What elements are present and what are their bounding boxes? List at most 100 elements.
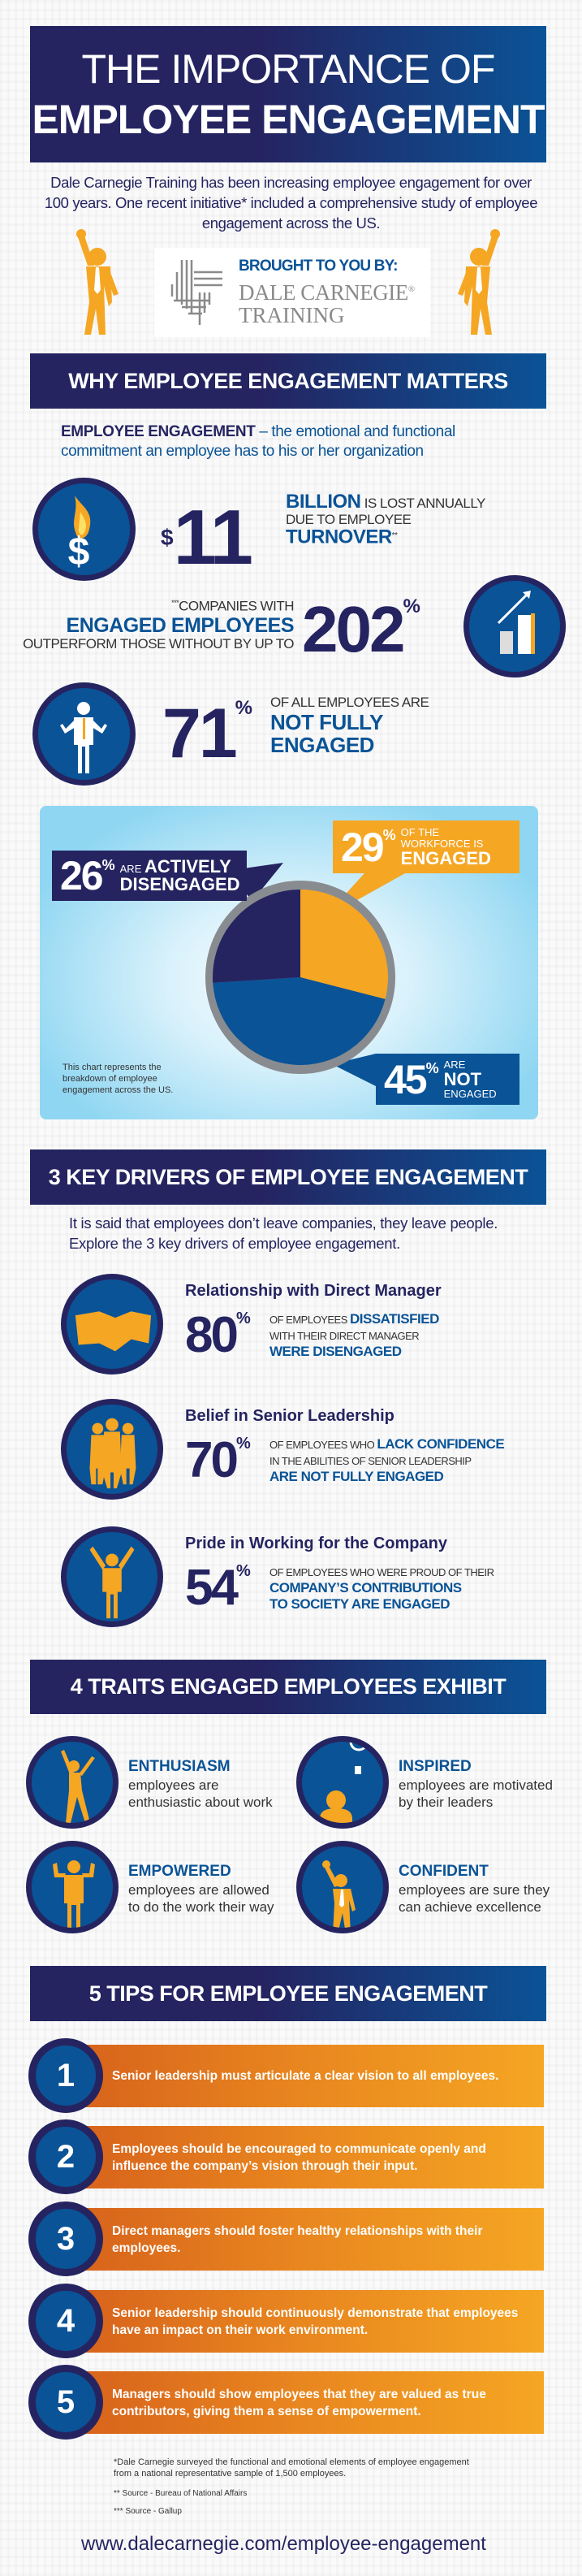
driver-line2: WITH THEIR DIRECT MANAGER: [269, 1330, 420, 1342]
logo-registered-mark: ®: [407, 284, 415, 294]
driver-line1-bold: LACK CONFIDENCE: [377, 1436, 505, 1452]
driver-text: OF EMPLOYEES DISSATISFIED WITH THEIR DIR…: [269, 1311, 537, 1360]
driver-icon-2: [61, 1399, 163, 1500]
burning-money-icon: $: [32, 478, 136, 581]
footnote-bna: ** Source - Bureau of National Affairs: [114, 2489, 248, 2498]
driver-number: 80: [185, 1307, 239, 1363]
disengaged-bold: ACTIVELY: [144, 856, 231, 877]
trait-icon-enthusiasm: [26, 1736, 119, 1829]
trait-description: employees are enthusiastic about work: [128, 1777, 273, 1810]
engaged-small2: WORKFORCE IS: [400, 837, 484, 850]
definition: EMPLOYEE ENGAGEMENT – the emotional and …: [61, 422, 524, 461]
outperform-percent: %: [403, 595, 420, 617]
trait-description: employees are allowed to do the work the…: [128, 1882, 274, 1915]
title-banner: THE IMPORTANCE OF EMPLOYEE ENGAGEMENT: [30, 26, 546, 162]
turnover-text: BILLION IS LOST ANNUALLY DUE TO EMPLOYEE…: [286, 492, 529, 548]
not-engaged-small2: ENGAGED: [443, 1087, 497, 1100]
why-heading: WHY EMPLOYEE ENGAGEMENT MATTERS: [68, 368, 508, 393]
not-engaged-line1: OF ALL EMPLOYEES ARE: [270, 695, 429, 710]
logo-name: DALE CARNEGIE: [239, 280, 408, 305]
trait-description: employees are sure they can achieve exce…: [399, 1882, 550, 1915]
tip-item: Direct managers should foster healthy re…: [85, 2208, 544, 2271]
label-not-engaged: 45% ARE NOT ENGAGED: [376, 1054, 519, 1105]
tip-item: Senior leadership must articulate a clea…: [85, 2045, 544, 2107]
tip-text: Managers should show employees that they…: [112, 2387, 486, 2418]
website-link[interactable]: www.dalecarnegie.com/employee-engagement: [81, 2533, 486, 2555]
pie-slice-engaged: [300, 890, 389, 999]
driver-line2-bold: COMPANY’S CONTRIBUTIONS: [269, 1580, 462, 1595]
trait-title: EMPOWERED: [128, 1863, 231, 1880]
tips-heading: 5 TIPS FOR EMPLOYEE ENGAGEMENT: [88, 1981, 488, 2006]
turnover-stat: $11: [161, 499, 253, 577]
tip-text: Employees should be encouraged to commun…: [112, 2141, 486, 2173]
not-engaged-number: 71: [162, 695, 238, 773]
driver-line1-bold: DISSATISFIED: [349, 1311, 439, 1327]
driver-stat: 80%: [185, 1310, 251, 1361]
driver-percent: %: [235, 1310, 251, 1327]
definition-text: – the emotional and functional commitmen…: [61, 423, 455, 460]
brought-by-label: BROUGHT TO YOU BY:: [239, 258, 398, 275]
outperform-number: 202: [302, 593, 405, 665]
turnover-currency: $: [161, 525, 174, 550]
title-line2: EMPLOYEE ENGAGEMENT: [32, 97, 545, 142]
tip-item: Managers should show employees that they…: [85, 2371, 544, 2434]
turnover-line2: DUE TO EMPLOYEE: [286, 512, 412, 527]
disengaged-small1: ARE: [119, 863, 142, 875]
driver-line2: IN THE ABILITIES OF SENIOR LEADERSHIP: [269, 1455, 472, 1467]
trait-description: employees are motivated by their leaders: [399, 1777, 553, 1810]
turnover-footnote-mark: **: [391, 531, 398, 540]
label-engaged: 29% OF THE WORKFORCE IS ENGAGED: [333, 820, 519, 873]
turnover-line1: IS LOST ANNUALLY: [360, 496, 486, 511]
driver-line3-bold: ARE NOT FULLY ENGAGED: [269, 1469, 444, 1484]
outperform-line3: OUTPERFORM THOSE WITHOUT BY UP TO: [23, 635, 294, 652]
engaged-percent: %: [382, 827, 396, 843]
dale-carnegie-logo-icon: [170, 260, 222, 325]
celebrating-figure-left-icon: [76, 229, 119, 335]
traits-heading: 4 TRAITS ENGAGED EMPLOYEES EXHIBIT: [70, 1674, 507, 1699]
not-engaged-bold1: NOT FULLY: [270, 710, 383, 734]
turnover-bold: TURNOVER: [286, 526, 392, 548]
footnote-survey: *Dale Carnegie surveyed the functional a…: [114, 2457, 469, 2479]
driver-title: Relationship with Direct Manager: [185, 1282, 442, 1300]
label-actively-disengaged: 26% ARE ACTIVELY DISENGAGED: [52, 851, 247, 901]
logo-text-line1: DALE CARNEGIE®: [239, 280, 415, 305]
driver-line3-bold: TO SOCIETY ARE ENGAGED: [269, 1596, 451, 1612]
engaged-small1: OF THE: [400, 825, 440, 838]
tip-text: Direct managers should foster healthy re…: [112, 2223, 483, 2255]
outperform-footnote-mark: ***: [171, 599, 179, 607]
footnote-gallup: *** Source - Gallup: [114, 2507, 182, 2516]
growth-chart-icon: [463, 575, 566, 678]
driver-stat: 54%: [185, 1563, 251, 1613]
not-engaged-chart-number: 45: [384, 1056, 428, 1102]
engaged-number: 29: [341, 824, 385, 870]
driver-text: OF EMPLOYEES WHO WERE PROUD OF THEIR COM…: [269, 1564, 537, 1613]
trait-title: CONFIDENT: [399, 1863, 489, 1880]
trait-icon-confident: [296, 1841, 389, 1933]
not-engaged-bold: NOT: [443, 1068, 482, 1089]
celebrating-figure-right-icon: [458, 229, 500, 335]
trait-icon-inspired: [296, 1736, 389, 1829]
driver-stat: 70%: [185, 1435, 251, 1486]
not-engaged-text: OF ALL EMPLOYEES ARE NOT FULLY ENGAGED: [270, 695, 481, 756]
driver-number: 54: [185, 1560, 239, 1616]
why-banner: WHY EMPLOYEE ENGAGEMENT MATTERS: [30, 353, 546, 409]
disengaged-number: 26: [60, 853, 104, 898]
tip-number-badge: 1: [28, 2038, 103, 2113]
driver-line1: OF EMPLOYEES WHO: [269, 1439, 377, 1451]
driver-line3-bold: WERE DISENGAGED: [269, 1344, 402, 1359]
trait-title: ENTHUSIASM: [128, 1758, 231, 1775]
not-engaged-small1: ARE: [443, 1058, 466, 1071]
not-engaged-bold2: ENGAGED: [270, 733, 374, 757]
shrugging-employee-icon: [32, 682, 136, 786]
driver-number: 70: [185, 1432, 239, 1488]
outperform-stat: 202%: [302, 597, 420, 662]
driver-title: Pride in Working for the Company: [185, 1535, 447, 1552]
svg-text:$: $: [68, 530, 90, 574]
title-line1: THE IMPORTANCE OF: [81, 46, 496, 92]
tip-number-badge: 2: [28, 2119, 103, 2194]
tip-number-badge: 4: [28, 2284, 103, 2358]
not-engaged-chart-percent: %: [425, 1060, 439, 1076]
drivers-intro: It is said that employees don’t leave co…: [69, 1214, 498, 1252]
driver-percent: %: [235, 1562, 251, 1580]
intro-text: Dale Carnegie Training has been increasi…: [44, 174, 538, 232]
